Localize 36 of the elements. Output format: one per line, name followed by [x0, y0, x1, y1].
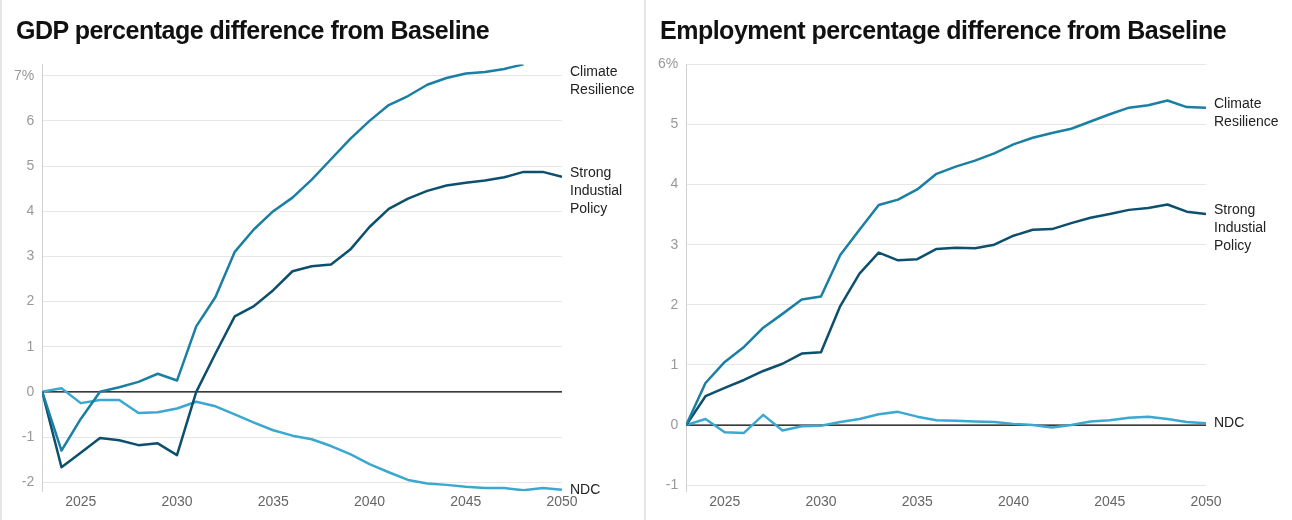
x-tick-label: 2045 — [1094, 493, 1126, 510]
x-tick-label: 2030 — [161, 493, 193, 510]
x-tick-label: 2040 — [997, 493, 1030, 510]
series-label: Climate Resilience — [1214, 94, 1279, 129]
y-tick-label: -1 — [665, 476, 679, 493]
y-tick-label: 2 — [670, 295, 679, 312]
y-tick-label: 0 — [26, 382, 35, 399]
x-tick-label: 2045 — [450, 493, 482, 510]
y-tick-label: -2 — [21, 473, 35, 490]
series-label: Strong Industial Policy — [570, 163, 623, 216]
y-tick-label: 7% — [14, 66, 35, 83]
chart-title: Employment percentage difference from Baseline — [660, 16, 1228, 46]
y-tick-label: 4 — [26, 202, 35, 219]
x-tick-label: 2035 — [257, 493, 290, 510]
text: Climate Resilience — [570, 63, 635, 98]
y-tick-label: 5 — [670, 115, 679, 132]
y-tick-label: -1 — [21, 427, 35, 444]
x-tick-label: 2025 — [709, 493, 741, 510]
y-tick-label: 4 — [670, 175, 679, 192]
y-tick-label: 5 — [26, 156, 35, 173]
x-tick-label: 2030 — [805, 493, 837, 510]
x-tick-label: 2025 — [65, 493, 97, 510]
series-label: NDC — [1214, 414, 1245, 431]
y-tick-label: 0 — [670, 415, 679, 432]
chart-title: GDP percentage difference from Baseline — [16, 16, 491, 46]
y-tick-label: 2 — [26, 292, 35, 309]
y-tick-label: 6 — [26, 111, 35, 128]
y-tick-label: 6% — [658, 55, 679, 72]
y-tick-label: 1 — [670, 355, 679, 372]
x-tick-label: 2035 — [901, 493, 934, 510]
x-tick-label: 2040 — [353, 493, 386, 510]
y-tick-label: 3 — [26, 247, 35, 264]
series-label: Strong Industial Policy — [1214, 200, 1267, 253]
x-tick-label: 2050 — [1190, 493, 1222, 510]
y-tick-label: 3 — [670, 235, 679, 252]
y-tick-label: 1 — [26, 337, 35, 354]
